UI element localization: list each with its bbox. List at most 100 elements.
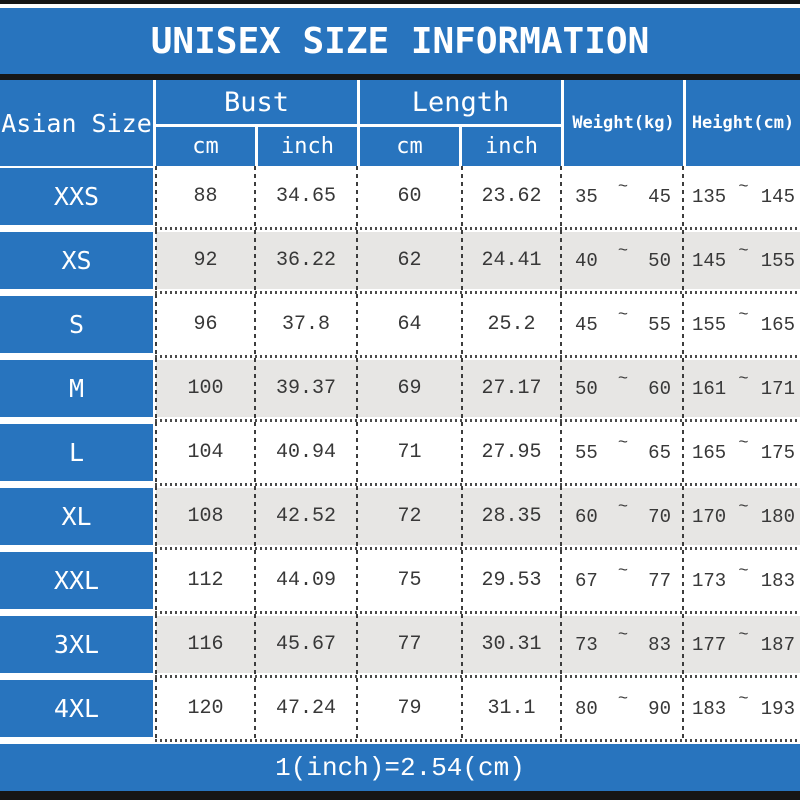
length-inch-value: 27.17: [481, 377, 542, 400]
weight-high-value: 60: [648, 377, 671, 400]
column-separator: [356, 166, 358, 742]
tilde-icon: ~: [738, 690, 749, 709]
table-body: XXS 88 34.65 60 23.62 35 ~ 45 135 ~ 145 …: [0, 166, 800, 742]
tilde-icon: ~: [738, 626, 749, 645]
height-high-value: 175: [760, 441, 795, 464]
length-cm-value: 69: [397, 377, 422, 400]
height-low-value: 155: [692, 313, 727, 336]
weight-low-value: 45: [575, 313, 598, 336]
tilde-icon: ~: [617, 242, 629, 261]
length-cm-value: 71: [397, 441, 422, 464]
weight-high-value: 65: [648, 441, 671, 464]
height-range: 170 ~ 180: [683, 488, 800, 545]
row-data: 120 47.24 79 31.1 80 ~ 90 183 ~ 193: [156, 680, 800, 737]
length-inch-value: 24.41: [481, 249, 542, 272]
row-separator: [155, 291, 800, 294]
weight-low-value: 35: [575, 185, 598, 208]
weight-high-value: 90: [648, 697, 671, 720]
footer-band: 1(inch)=2.54(cm): [0, 744, 800, 791]
weight-range: 50 ~ 60: [561, 360, 683, 417]
bust-inch-value: 42.52: [275, 505, 336, 528]
header-length-inch: inch: [462, 127, 561, 166]
height-range: 173 ~ 183: [683, 552, 800, 609]
bust-inch-value: 39.37: [275, 377, 336, 400]
size-label: XS: [0, 232, 153, 289]
row-data: 104 40.94 71 27.95 55 ~ 65 165 ~ 175: [156, 424, 800, 481]
row-data: 108 42.52 72 28.35 60 ~ 70 170 ~ 180: [156, 488, 800, 545]
height-high-value: 180: [760, 505, 795, 528]
length-inch-value: 25.2: [487, 313, 536, 336]
header-weight: Weight(kg): [564, 80, 683, 166]
bust-cm-value: 92: [193, 249, 218, 272]
height-low-value: 145: [692, 249, 727, 272]
header-asian-size: Asian Size: [0, 80, 153, 166]
tilde-icon: ~: [617, 370, 629, 389]
height-low-value: 183: [692, 697, 727, 720]
bust-inch-value: 47.24: [275, 697, 336, 720]
bust-cm-value: 96: [193, 313, 218, 336]
tilde-icon: ~: [738, 562, 749, 581]
size-label: S: [0, 296, 153, 353]
table-row: XS 92 36.22 62 24.41 40 ~ 50 145 ~ 155: [0, 232, 800, 289]
table-row: 3XL 116 45.67 77 30.31 73 ~ 83 177 ~ 187: [0, 616, 800, 673]
weight-range: 60 ~ 70: [561, 488, 683, 545]
row-data: 96 37.8 64 25.2 45 ~ 55 155 ~ 165: [156, 296, 800, 353]
tilde-icon: ~: [738, 306, 749, 325]
table-row: XXL 112 44.09 75 29.53 67 ~ 77 173 ~ 183: [0, 552, 800, 609]
weight-low-value: 80: [575, 697, 598, 720]
size-label: 4XL: [0, 680, 153, 737]
table-row: 4XL 120 47.24 79 31.1 80 ~ 90 183 ~ 193: [0, 680, 800, 737]
table-row: XL 108 42.52 72 28.35 60 ~ 70 170 ~ 180: [0, 488, 800, 545]
height-high-value: 183: [760, 569, 795, 592]
height-low-value: 177: [692, 633, 727, 656]
height-high-value: 193: [760, 697, 795, 720]
header-height: Height(cm): [686, 80, 800, 166]
table-row: S 96 37.8 64 25.2 45 ~ 55 155 ~ 165: [0, 296, 800, 353]
bust-cm-value: 116: [187, 633, 224, 656]
length-inch-value: 27.95: [481, 441, 542, 464]
title-band: UNISEX SIZE INFORMATION: [0, 8, 800, 74]
top-frame-bar: [0, 0, 800, 4]
size-label: XXL: [0, 552, 153, 609]
bust-inch-value: 37.8: [281, 313, 330, 336]
tilde-icon: ~: [617, 434, 629, 453]
weight-low-value: 60: [575, 505, 598, 528]
row-separator: [155, 355, 800, 358]
height-low-value: 165: [692, 441, 727, 464]
tilde-icon: ~: [617, 626, 629, 645]
weight-low-value: 55: [575, 441, 598, 464]
height-low-value: 170: [692, 505, 727, 528]
size-label: M: [0, 360, 153, 417]
bust-cm-value: 100: [187, 377, 224, 400]
tilde-icon: ~: [617, 306, 629, 325]
weight-high-value: 45: [648, 185, 671, 208]
bust-cm-value: 108: [187, 505, 224, 528]
length-inch-value: 23.62: [481, 185, 542, 208]
height-range: 177 ~ 187: [683, 616, 800, 673]
row-data: 112 44.09 75 29.53 67 ~ 77 173 ~ 183: [156, 552, 800, 609]
weight-range: 45 ~ 55: [561, 296, 683, 353]
height-range: 165 ~ 175: [683, 424, 800, 481]
table-header: Asian Size Bust Length cm inch cm inch W…: [0, 80, 800, 166]
length-cm-value: 64: [397, 313, 422, 336]
column-separator: [461, 166, 463, 742]
size-label: XXS: [0, 168, 153, 225]
tilde-icon: ~: [617, 178, 629, 197]
table-row: L 104 40.94 71 27.95 55 ~ 65 165 ~ 175: [0, 424, 800, 481]
bust-cm-value: 112: [187, 569, 224, 592]
length-cm-value: 75: [397, 569, 422, 592]
weight-low-value: 50: [575, 377, 598, 400]
size-label: XL: [0, 488, 153, 545]
height-high-value: 171: [760, 377, 795, 400]
weight-low-value: 67: [575, 569, 598, 592]
weight-high-value: 55: [648, 313, 671, 336]
bust-cm-value: 120: [187, 697, 224, 720]
column-separator: [682, 166, 684, 742]
weight-range: 35 ~ 45: [561, 168, 683, 225]
height-range: 145 ~ 155: [683, 232, 800, 289]
length-inch-value: 31.1: [487, 697, 536, 720]
length-inch-value: 28.35: [481, 505, 542, 528]
length-inch-value: 30.31: [481, 633, 542, 656]
title-divider: [0, 74, 800, 80]
page-title: UNISEX SIZE INFORMATION: [150, 20, 650, 62]
